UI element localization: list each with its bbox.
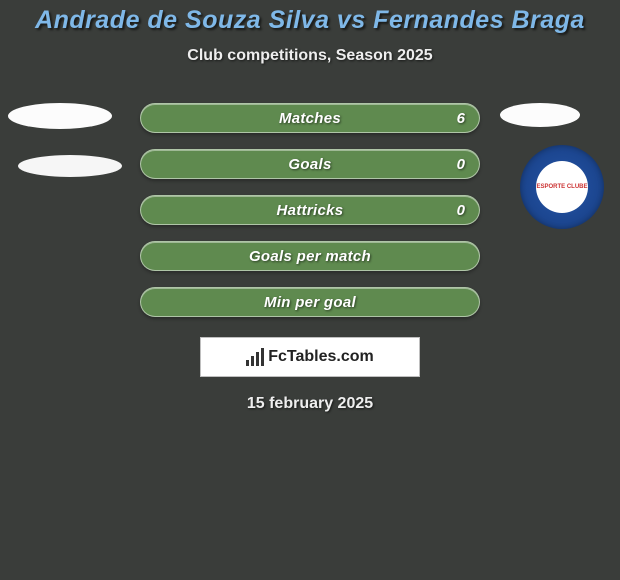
stats-block: ESPORTE CLUBE Matches6Goals0Hattricks0Go… [0, 103, 620, 317]
barchart-icon [246, 348, 264, 366]
stat-value: 6 [457, 110, 465, 127]
stat-value: 0 [457, 202, 465, 219]
brand-text: FcTables.com [268, 348, 374, 366]
page-title: Andrade de Souza Silva vs Fernandes Brag… [0, 6, 620, 35]
stat-bar: Hattricks 0 [140, 195, 480, 225]
stat-label: Hattricks [277, 202, 344, 219]
stat-bar: Goals per match [140, 241, 480, 271]
club-badge: ESPORTE CLUBE [520, 145, 604, 229]
player-left-placeholder-2 [18, 155, 122, 177]
stat-bars: Matches 6 Goals 0 Hattricks 0 Goals per match M… [140, 103, 480, 317]
club-badge-text: ESPORTE CLUBE [536, 184, 587, 190]
stat-label: Matches [279, 110, 341, 127]
player-right-placeholder [500, 103, 580, 127]
subtitle: Club competitions, Season 2025 [0, 47, 620, 65]
date-text: 15 february 2025 [0, 395, 620, 413]
brand-box: FcTables.com [200, 337, 420, 377]
stat-value: 0 [457, 156, 465, 173]
stat-bar: Min per goal [140, 287, 480, 317]
player-left-placeholder-1 [8, 103, 112, 129]
stat-label: Goals [288, 156, 331, 173]
stat-label: Min per goal [264, 294, 356, 311]
stat-bar: Goals 0 [140, 149, 480, 179]
stat-label: Goals per match [249, 248, 371, 265]
club-badge-inner: ESPORTE CLUBE [536, 161, 588, 213]
stat-bar: Matches 6 [140, 103, 480, 133]
